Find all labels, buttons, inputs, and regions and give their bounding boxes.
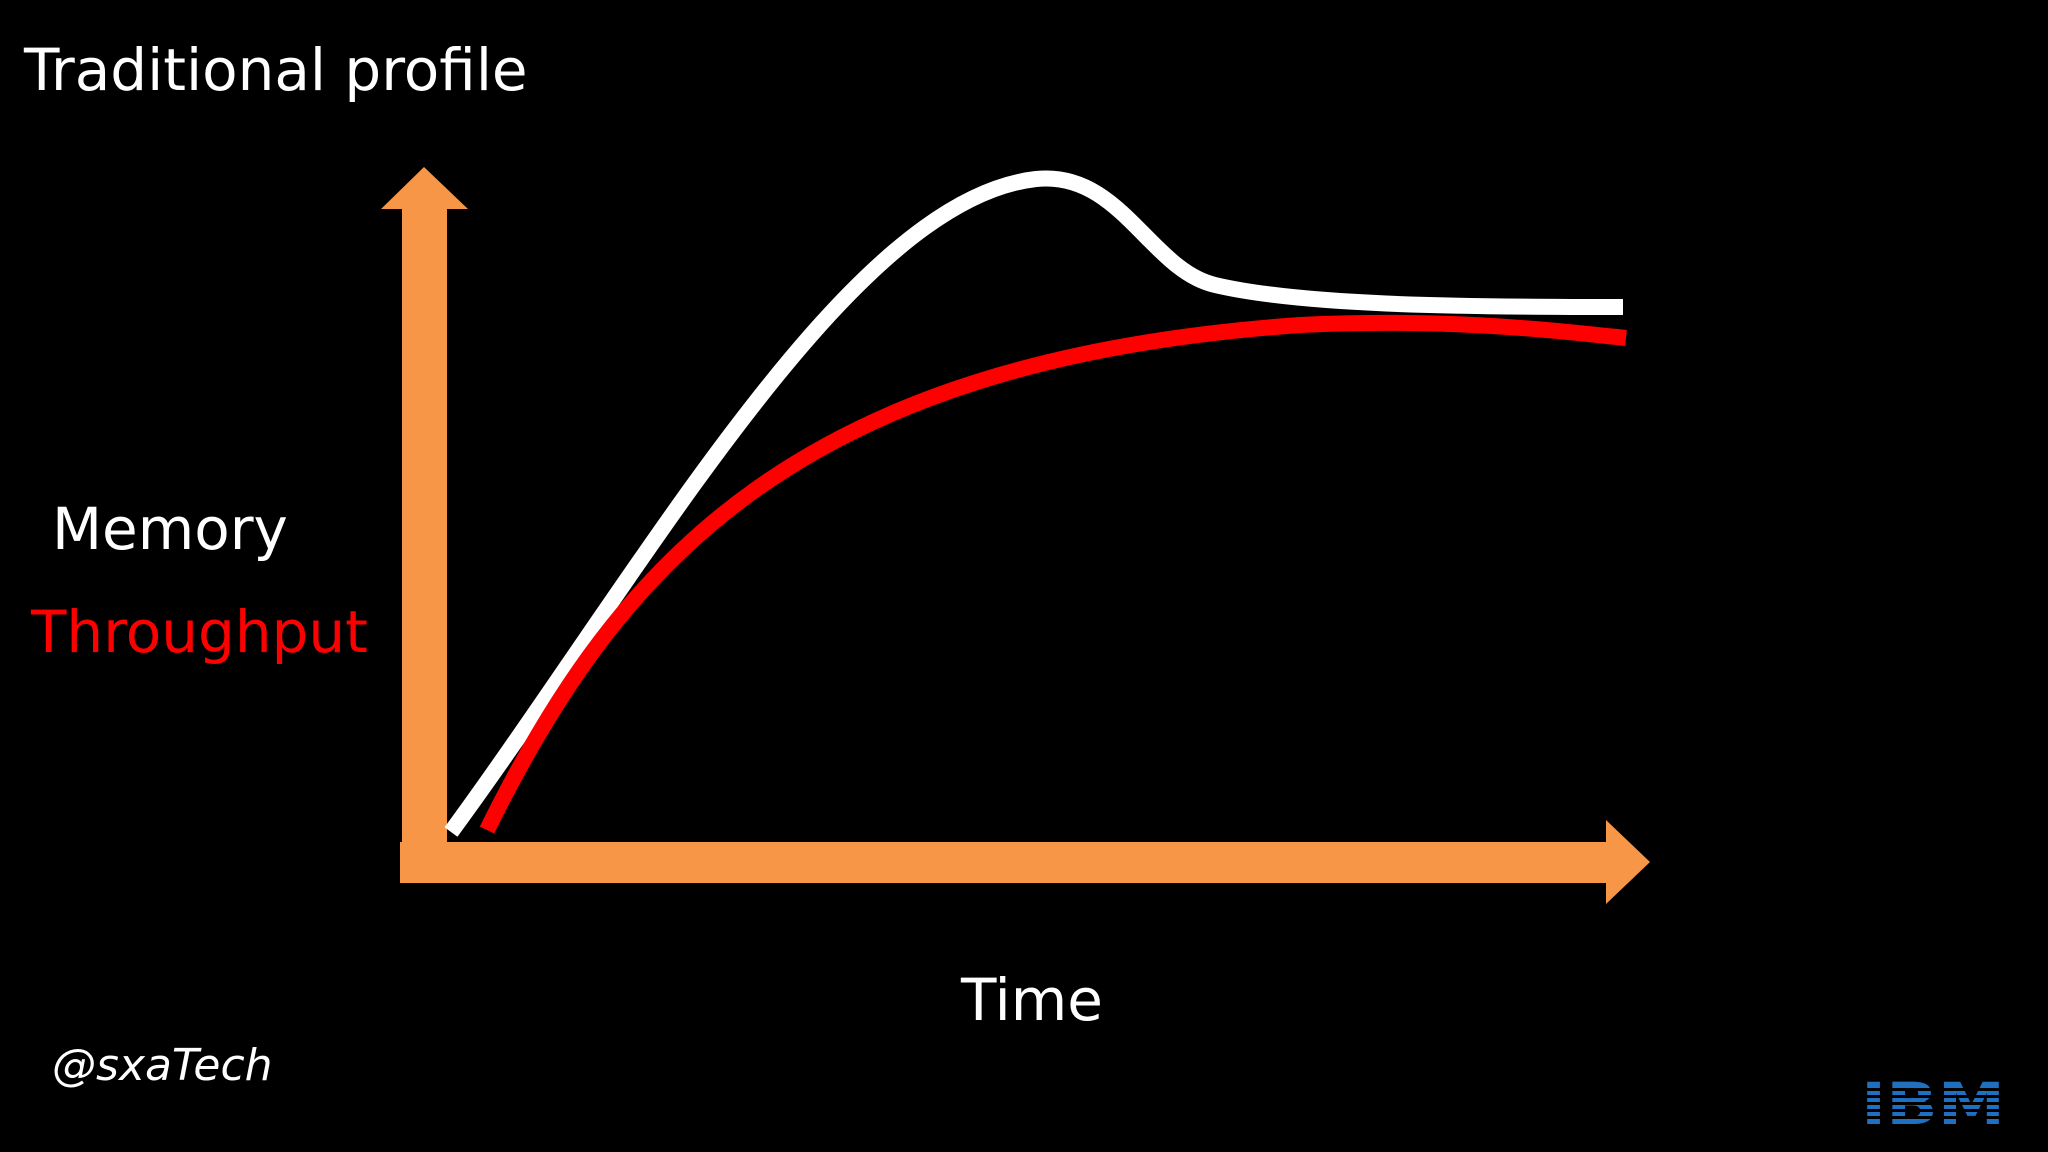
x-axis-label: Time [960, 966, 1103, 1034]
throughput-curve [479, 314, 1627, 834]
y-axis [402, 205, 447, 883]
handle: @sxaTech [52, 1040, 273, 1091]
memory-curve [444, 170, 1624, 837]
slide-title: Traditional profile [23, 36, 528, 104]
throughput-label: Throughput [30, 598, 368, 666]
logo-stripes [1855, 1088, 2015, 1119]
y-axis-arrowhead [381, 167, 468, 209]
x-axis [400, 842, 1610, 883]
memory-label: Memory [52, 495, 288, 563]
x-axis-arrowhead [1606, 820, 1650, 904]
